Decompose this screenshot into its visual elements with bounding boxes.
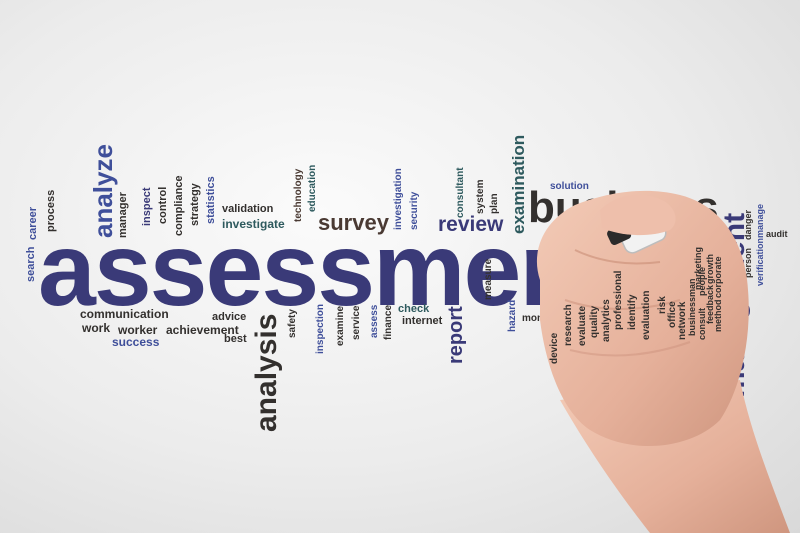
word-achievement: achievement [166,323,239,337]
word-advice: advice [212,311,247,323]
word-best: best [224,333,247,345]
word-analytics: analytics [601,299,612,342]
word-identify: identify [627,294,638,330]
word-evaluate: evaluate [577,305,588,346]
word-device: device [549,332,560,364]
word-investigate: investigate [222,217,285,231]
word-marketing: marketing [693,246,703,290]
word-research: research [563,304,574,346]
word-assessment: assessment [38,212,616,328]
word-corporate: corporate [713,256,723,298]
word-solution: solution [550,181,589,192]
word-survey: survey [318,210,389,235]
word-check: check [398,303,430,315]
word-work: work [82,321,111,335]
word-worker: worker [118,323,158,337]
word-success: success [112,335,160,349]
word-review: review [438,213,504,236]
word-evaluation: evaluation [641,290,652,340]
word-validation: validation [222,203,274,215]
word-quality: quality [589,305,600,338]
word-internet: internet [402,315,443,327]
word-audit: audit [766,229,788,239]
word-professional: professional [613,270,624,330]
word-communication: communication [80,307,169,321]
word-method: method [713,299,723,333]
